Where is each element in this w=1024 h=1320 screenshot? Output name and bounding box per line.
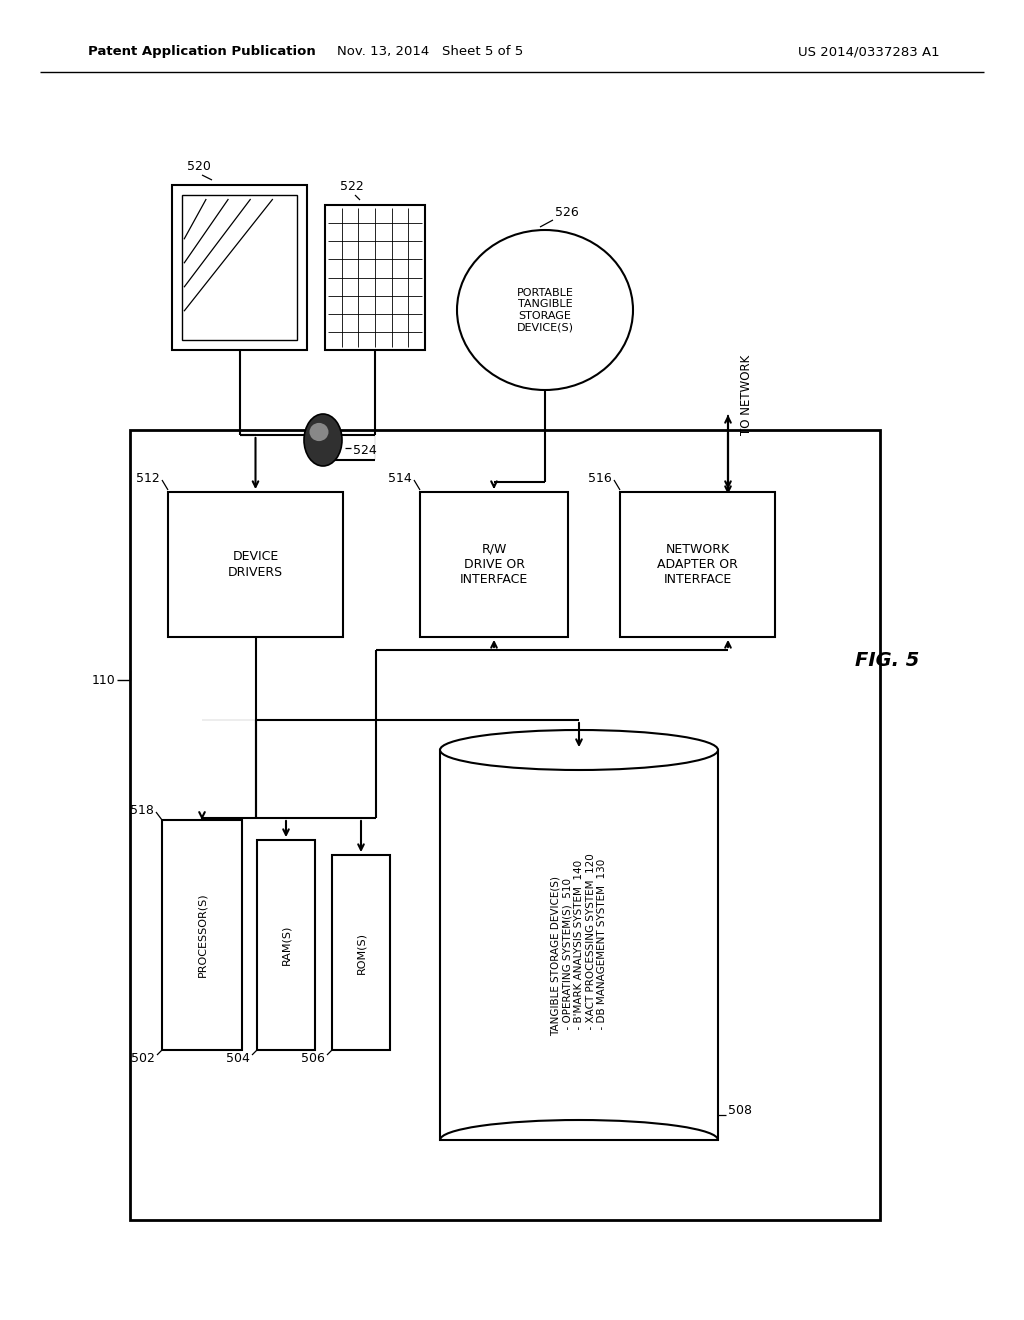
Text: 522: 522 [340,181,364,194]
Bar [440,750,718,1140]
Text: 506: 506 [301,1052,325,1064]
Text: US 2014/0337283 A1: US 2014/0337283 A1 [799,45,940,58]
Text: Nov. 13, 2014   Sheet 5 of 5: Nov. 13, 2014 Sheet 5 of 5 [337,45,523,58]
Text: DEVICE
DRIVERS: DEVICE DRIVERS [228,550,283,578]
Ellipse shape [457,230,633,389]
Bar [332,855,390,1049]
Text: 502: 502 [131,1052,155,1064]
Text: R/W
DRIVE OR
INTERFACE: R/W DRIVE OR INTERFACE [460,543,528,586]
Bar [172,185,307,350]
Text: TO NETWORK: TO NETWORK [740,355,753,436]
Bar [182,195,297,341]
Bar [130,430,880,1220]
Text: 524: 524 [353,444,377,457]
Text: 512: 512 [136,471,160,484]
Text: 526: 526 [555,206,579,219]
Bar [620,492,775,638]
Text: PORTABLE
TANGIBLE
STORAGE
DEVICE(S): PORTABLE TANGIBLE STORAGE DEVICE(S) [516,288,573,333]
Text: 504: 504 [226,1052,250,1064]
Text: 508: 508 [728,1104,752,1117]
Ellipse shape [304,414,342,466]
Text: FIG. 5: FIG. 5 [855,651,920,669]
Text: TANGIBLE STORAGE DEVICE(S)
  - OPERATING SYSTEM(S)  510
  - B'MARK ANALYSIS SYST: TANGIBLE STORAGE DEVICE(S) - OPERATING S… [551,854,607,1036]
Text: 516: 516 [588,471,612,484]
Text: RAM(S): RAM(S) [281,925,291,965]
Text: 518: 518 [130,804,154,817]
Text: 514: 514 [388,471,412,484]
Text: 110: 110 [91,673,115,686]
Text: ROM(S): ROM(S) [356,932,366,974]
Text: Patent Application Publication: Patent Application Publication [88,45,315,58]
Bar [420,492,568,638]
Text: PROCESSOR(S): PROCESSOR(S) [197,892,207,977]
Ellipse shape [440,730,718,770]
Ellipse shape [309,422,329,441]
Bar [162,820,242,1049]
Bar [168,492,343,638]
Bar [325,205,425,350]
Bar [257,840,315,1049]
Text: NETWORK
ADAPTER OR
INTERFACE: NETWORK ADAPTER OR INTERFACE [657,543,738,586]
Text: 520: 520 [187,161,211,173]
